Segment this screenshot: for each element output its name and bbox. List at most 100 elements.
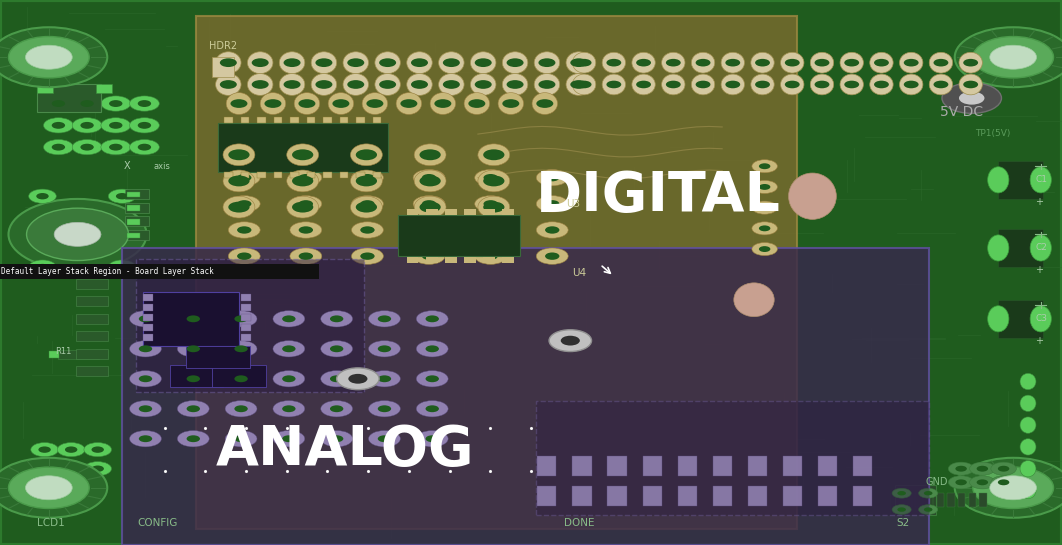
Circle shape [228, 196, 260, 212]
Ellipse shape [287, 144, 319, 166]
Bar [998, 161, 1043, 199]
Circle shape [237, 200, 252, 208]
Bar [170, 365, 223, 387]
Circle shape [369, 431, 400, 447]
Circle shape [225, 431, 257, 447]
Ellipse shape [350, 144, 382, 166]
Circle shape [956, 466, 966, 471]
Circle shape [666, 59, 681, 66]
Bar [323, 117, 331, 123]
Bar [678, 456, 697, 476]
Circle shape [507, 58, 524, 67]
Circle shape [411, 80, 428, 89]
Circle shape [378, 346, 391, 352]
Circle shape [109, 100, 122, 107]
Circle shape [577, 81, 592, 88]
Circle shape [536, 99, 553, 108]
Circle shape [924, 507, 932, 512]
Circle shape [874, 81, 889, 88]
Circle shape [755, 59, 770, 66]
Circle shape [264, 99, 281, 108]
Circle shape [109, 144, 122, 150]
Circle shape [785, 59, 800, 66]
Circle shape [759, 246, 770, 252]
Circle shape [187, 376, 200, 382]
Circle shape [228, 175, 250, 186]
Bar [926, 493, 933, 507]
Bar [290, 117, 298, 123]
Circle shape [57, 443, 85, 457]
Circle shape [948, 476, 974, 489]
Circle shape [422, 252, 436, 260]
Circle shape [321, 371, 353, 387]
Ellipse shape [534, 52, 560, 74]
Ellipse shape [247, 74, 273, 95]
Circle shape [759, 226, 770, 231]
Circle shape [130, 311, 161, 327]
Circle shape [815, 81, 829, 88]
Circle shape [785, 81, 800, 88]
Circle shape [419, 202, 441, 213]
Circle shape [130, 118, 159, 133]
Bar [143, 294, 153, 301]
Bar [143, 334, 153, 341]
Circle shape [330, 435, 343, 442]
Text: LCD1: LCD1 [37, 518, 65, 528]
Circle shape [177, 401, 209, 417]
Ellipse shape [350, 170, 382, 192]
Bar [464, 209, 476, 215]
Circle shape [36, 264, 49, 270]
Bar [713, 456, 732, 476]
Bar [241, 294, 251, 301]
Circle shape [426, 435, 439, 442]
Circle shape [570, 80, 587, 89]
Circle shape [360, 252, 375, 260]
Circle shape [666, 81, 681, 88]
Bar [274, 117, 282, 123]
Circle shape [422, 200, 436, 208]
Circle shape [321, 431, 353, 447]
Circle shape [38, 446, 51, 453]
Circle shape [31, 443, 58, 457]
Circle shape [84, 462, 112, 476]
Circle shape [970, 476, 995, 489]
Text: TP1(5V): TP1(5V) [975, 129, 1011, 138]
Ellipse shape [721, 52, 744, 73]
Circle shape [108, 189, 136, 203]
Circle shape [352, 248, 383, 264]
Circle shape [116, 264, 129, 270]
Circle shape [237, 252, 252, 260]
Circle shape [959, 92, 984, 105]
Circle shape [237, 226, 252, 234]
Bar [290, 172, 298, 178]
Text: X: X [124, 161, 131, 171]
Bar [0, 264, 319, 279]
Circle shape [752, 201, 777, 214]
Circle shape [561, 336, 580, 346]
Ellipse shape [478, 144, 510, 166]
Circle shape [352, 169, 383, 186]
Circle shape [187, 435, 200, 442]
Circle shape [636, 59, 651, 66]
Circle shape [502, 99, 519, 108]
Circle shape [413, 248, 445, 264]
Bar [607, 486, 627, 506]
Circle shape [970, 462, 995, 475]
Circle shape [109, 122, 122, 129]
Circle shape [187, 316, 200, 322]
Circle shape [282, 435, 295, 442]
Circle shape [426, 346, 439, 352]
Ellipse shape [470, 74, 496, 95]
Circle shape [130, 140, 159, 155]
Circle shape [228, 202, 250, 213]
Ellipse shape [721, 74, 744, 95]
Bar [969, 493, 976, 507]
Bar [76, 296, 108, 306]
Text: R11: R11 [55, 347, 72, 356]
Bar [125, 203, 149, 213]
Circle shape [419, 149, 441, 160]
Bar [76, 366, 108, 376]
Ellipse shape [279, 52, 305, 74]
Circle shape [139, 405, 152, 412]
Circle shape [507, 80, 524, 89]
